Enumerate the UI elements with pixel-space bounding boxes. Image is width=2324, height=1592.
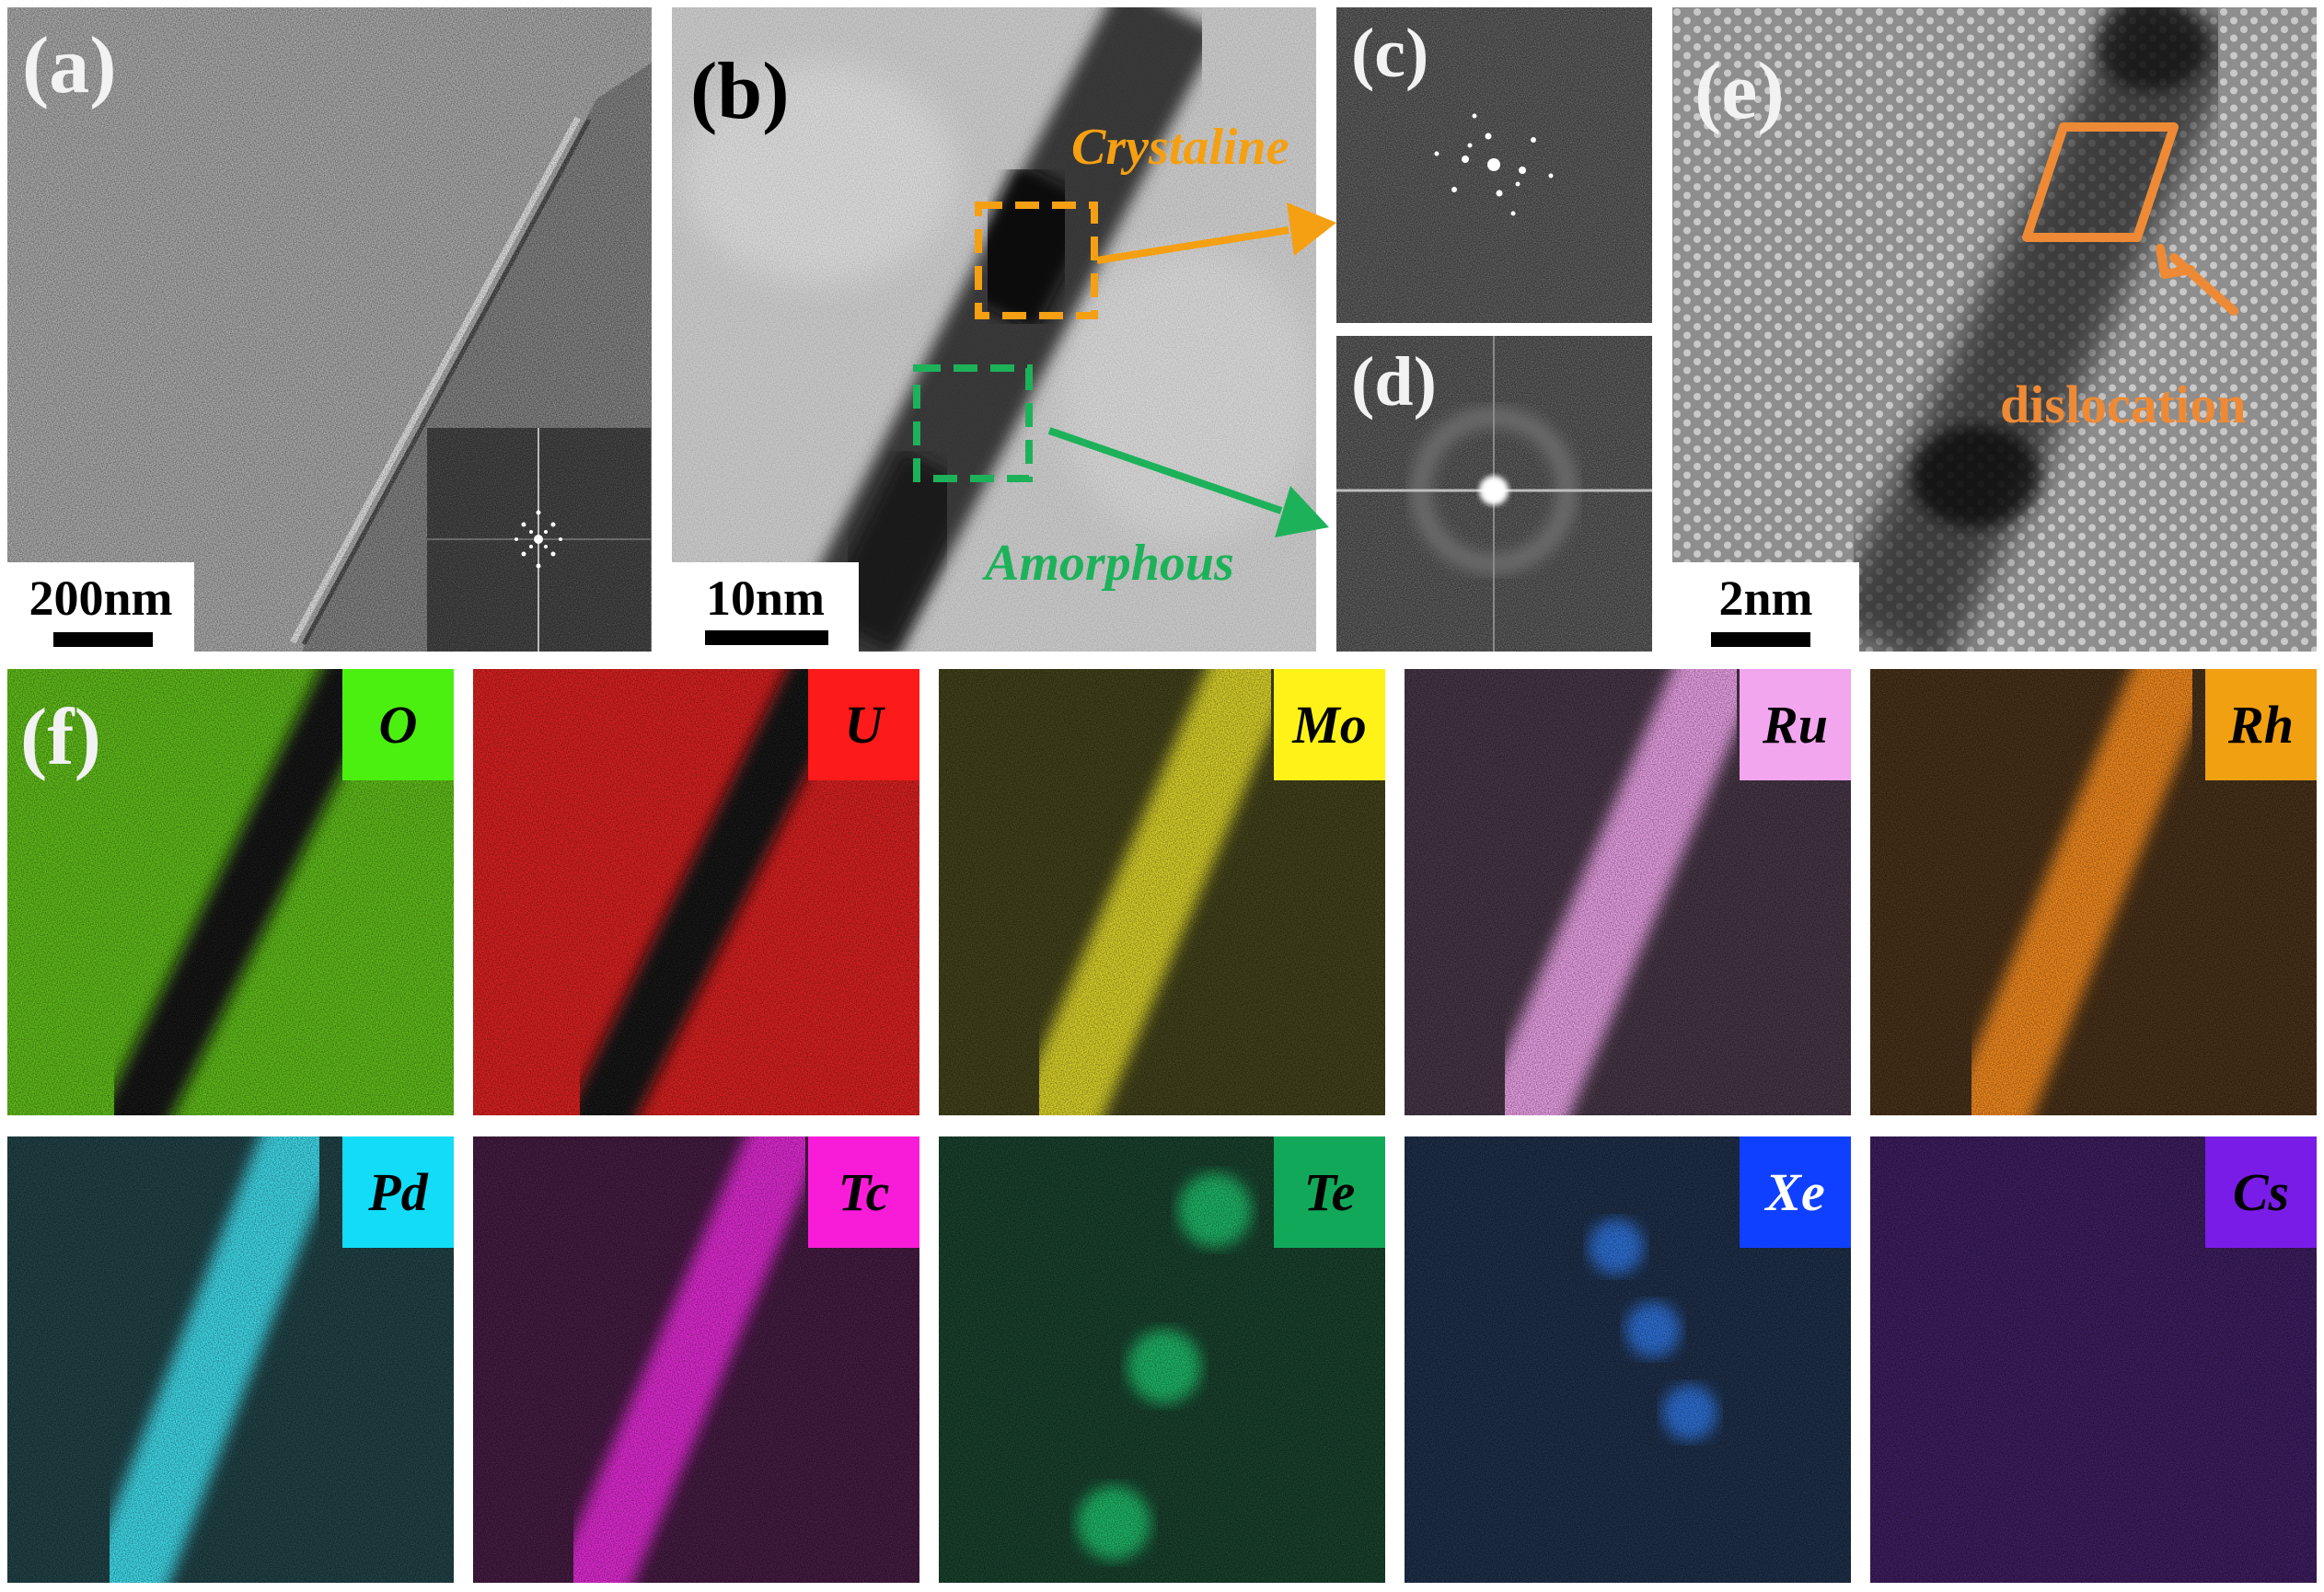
scale-bar-line bbox=[1711, 632, 1810, 647]
eds-map-xe: Xe bbox=[1405, 1136, 1851, 1583]
panel-a-tem-image: (a) 200nm bbox=[7, 7, 652, 652]
panel-a-label: (a) bbox=[22, 21, 117, 110]
panel-a-fft-inset bbox=[427, 428, 651, 652]
amorphous-label: Amorphous bbox=[985, 535, 1234, 592]
panel-b-label: (b) bbox=[690, 47, 790, 136]
panel-e-label: (e) bbox=[1694, 47, 1785, 136]
element-badge-te: Te bbox=[1274, 1136, 1385, 1248]
element-badge-tc: Tc bbox=[808, 1136, 919, 1248]
eds-map-rh: Rh bbox=[1870, 669, 2317, 1115]
element-badge-rh: Rh bbox=[2205, 669, 2317, 780]
scale-bar-line bbox=[705, 630, 828, 645]
eds-map-te: Te bbox=[939, 1136, 1385, 1583]
eds-map-o: O bbox=[7, 669, 454, 1115]
eds-map-pd: Pd bbox=[7, 1136, 454, 1583]
eds-map-u: U bbox=[473, 669, 919, 1115]
eds-map-ru: Ru bbox=[1405, 669, 1851, 1115]
element-badge-cs: Cs bbox=[2205, 1136, 2317, 1248]
eds-map-tc: Tc bbox=[473, 1136, 919, 1583]
panel-d-fft: (d) bbox=[1336, 336, 1652, 652]
element-badge-ru: Ru bbox=[1740, 669, 1851, 780]
element-badge-u: U bbox=[808, 669, 919, 780]
panel-b-scale-bar: 10nm bbox=[672, 562, 859, 652]
eds-map-mo: Mo bbox=[939, 669, 1385, 1115]
scale-bar-line bbox=[53, 632, 153, 647]
dislocation-label: dislocation bbox=[2000, 375, 2247, 434]
element-badge-mo: Mo bbox=[1274, 669, 1385, 780]
panel-e-hrtem: (e) dislocation 2nm bbox=[1672, 7, 2317, 652]
panel-d-label: (d) bbox=[1351, 343, 1437, 421]
crystaline-label: Crystaline bbox=[1071, 119, 1289, 176]
element-badge-o: O bbox=[342, 669, 454, 780]
eds-map-cs: Cs bbox=[1870, 1136, 2317, 1583]
panel-f-label: (f) bbox=[20, 693, 101, 782]
panel-b-tem-image: (b) 10nm bbox=[672, 7, 1316, 652]
element-badge-pd: Pd bbox=[342, 1136, 454, 1248]
panel-e-scale-bar: 2nm bbox=[1672, 562, 1859, 652]
panel-a-scale-bar: 200nm bbox=[7, 562, 194, 652]
panel-c-fft: (c) bbox=[1336, 7, 1652, 323]
element-badge-xe: Xe bbox=[1740, 1136, 1851, 1248]
panel-c-label: (c) bbox=[1351, 15, 1429, 92]
